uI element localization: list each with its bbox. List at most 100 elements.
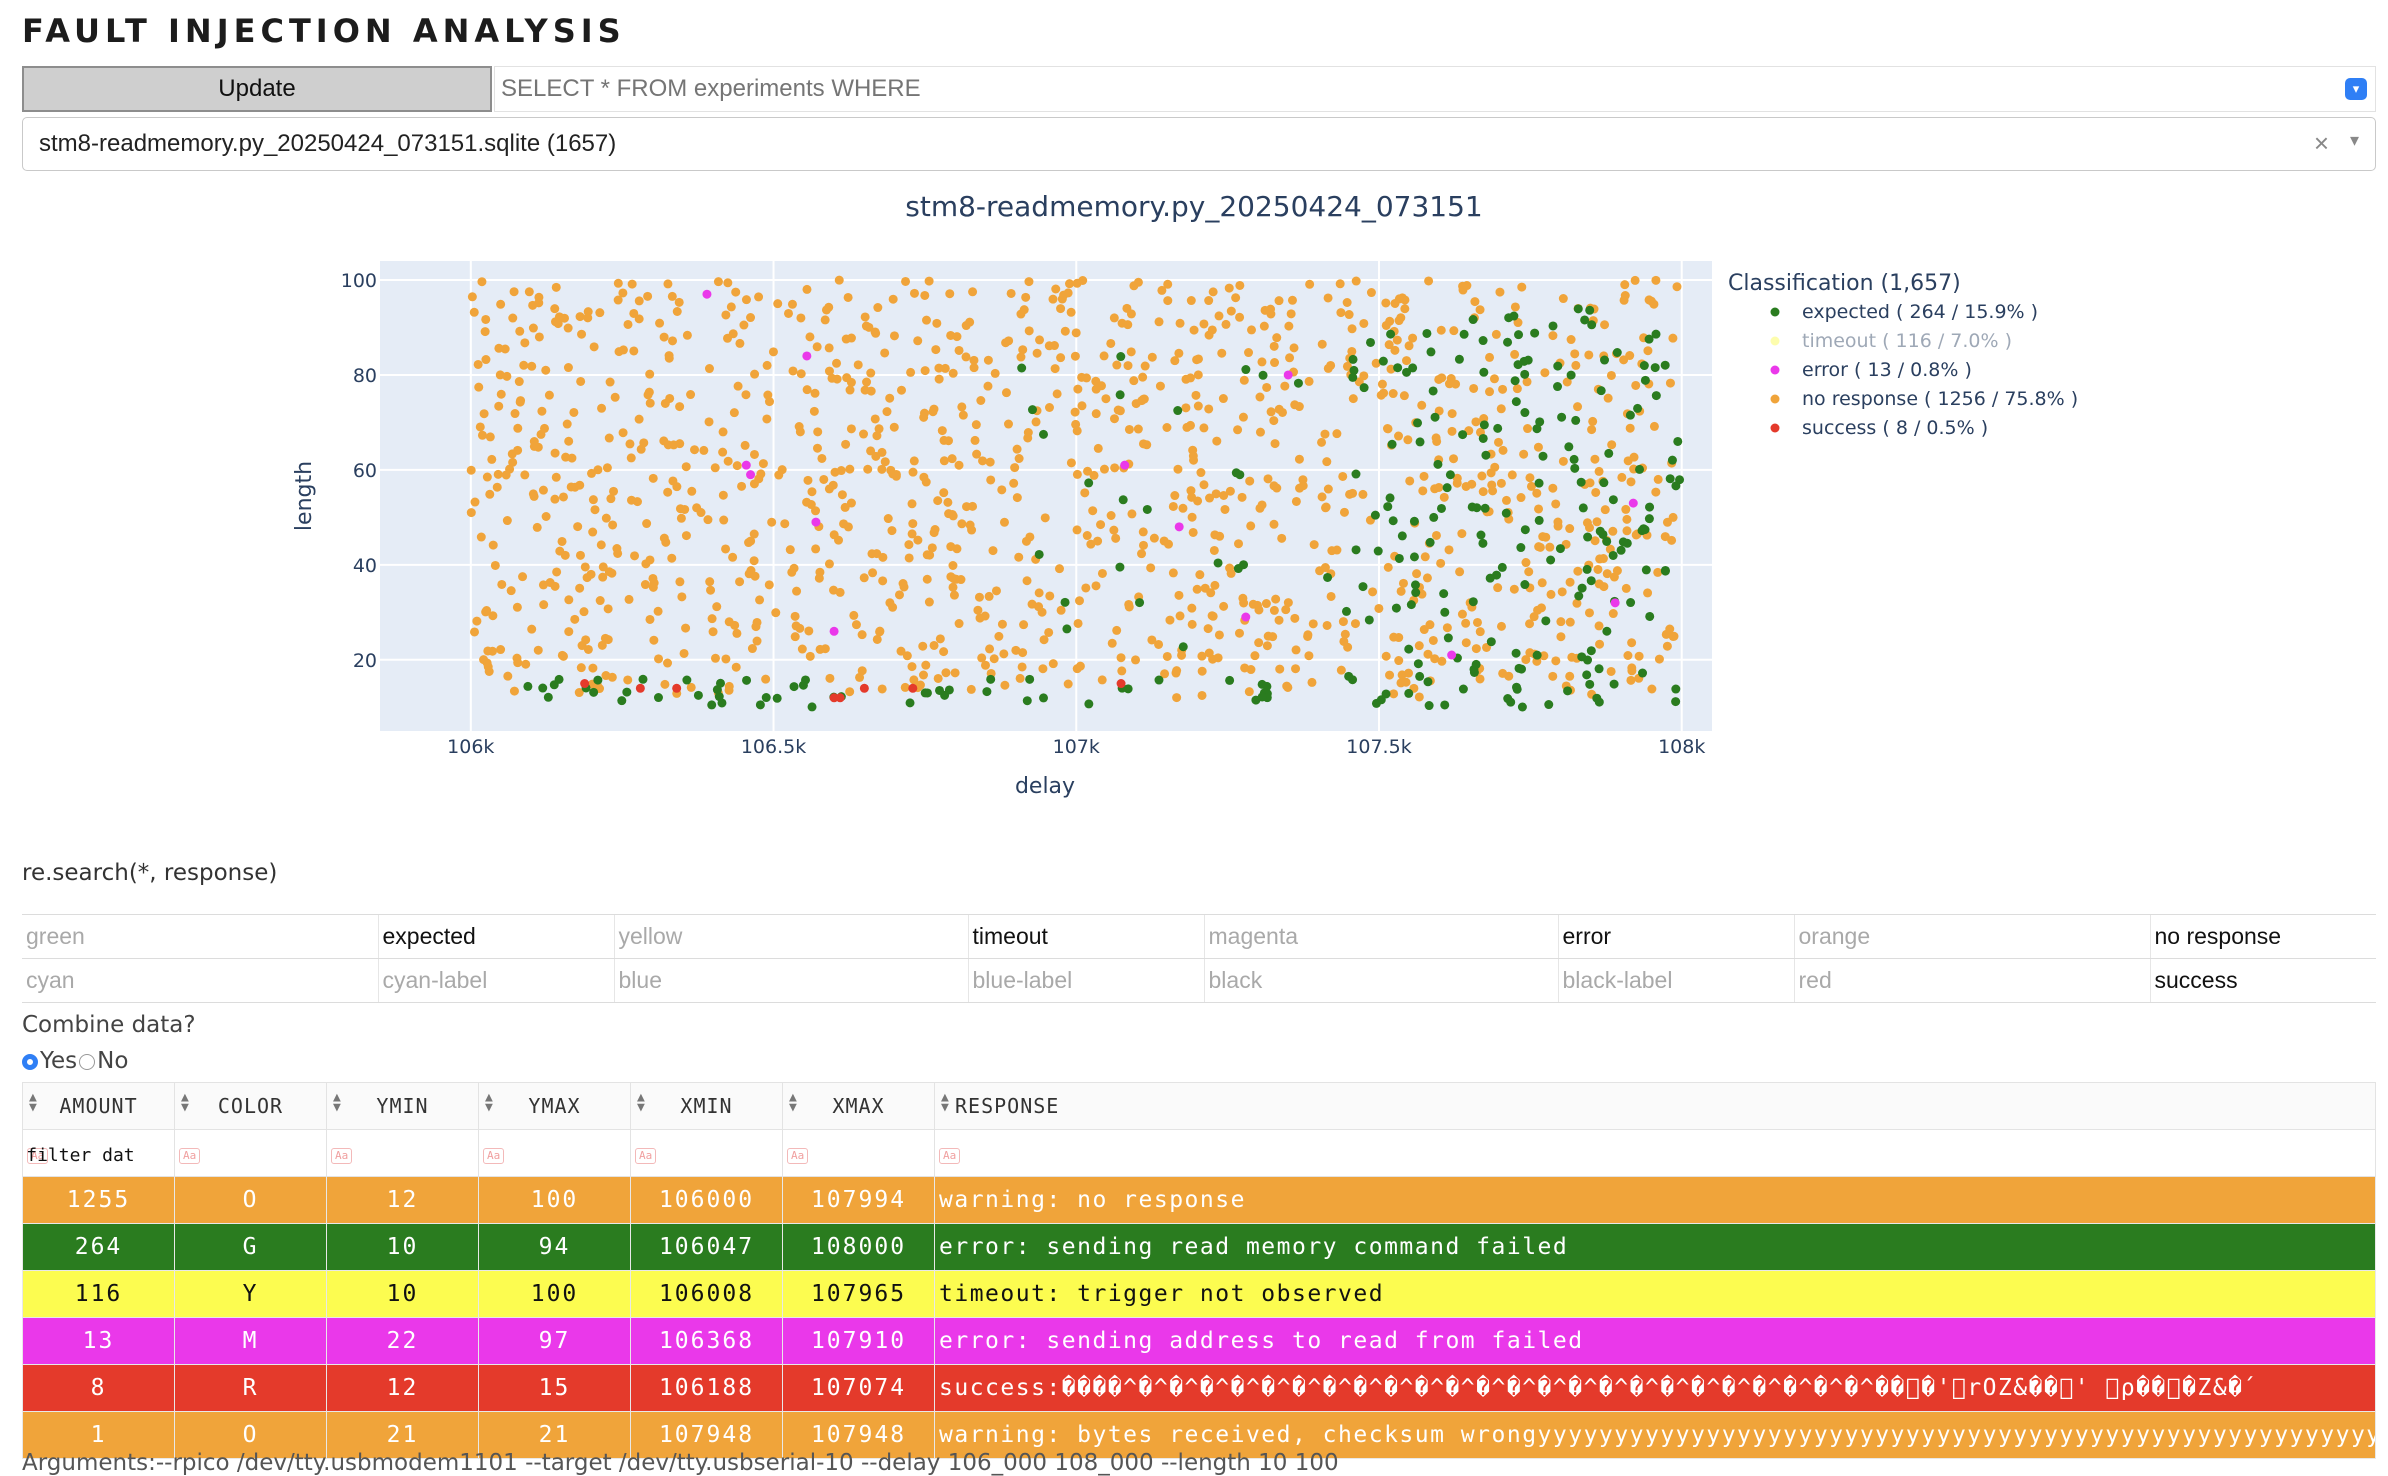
- expected-point[interactable]: [1116, 352, 1126, 362]
- expected-point[interactable]: [1439, 589, 1449, 599]
- no-response-point[interactable]: [1246, 325, 1256, 335]
- no-response-point[interactable]: [1244, 348, 1254, 358]
- expected-point[interactable]: [982, 687, 992, 697]
- no-response-point[interactable]: [933, 496, 943, 506]
- expected-point[interactable]: [1135, 598, 1145, 608]
- no-response-point[interactable]: [1160, 669, 1170, 679]
- no-response-point[interactable]: [1290, 613, 1300, 623]
- legend-item[interactable]: timeout ( 116 / 7.0% ): [1802, 330, 2012, 352]
- no-response-point[interactable]: [1587, 425, 1597, 435]
- no-response-point[interactable]: [597, 403, 607, 413]
- no-response-point[interactable]: [924, 597, 934, 607]
- no-response-point[interactable]: [1234, 628, 1244, 638]
- expected-point[interactable]: [622, 687, 632, 697]
- expected-point[interactable]: [1017, 363, 1027, 373]
- expected-point[interactable]: [1616, 545, 1626, 555]
- expected-point[interactable]: [1534, 515, 1544, 525]
- no-response-point[interactable]: [1291, 664, 1301, 674]
- no-response-point[interactable]: [929, 404, 939, 414]
- no-response-point[interactable]: [513, 423, 523, 433]
- no-response-point[interactable]: [988, 546, 998, 556]
- no-response-point[interactable]: [961, 352, 971, 362]
- no-response-point[interactable]: [519, 360, 529, 370]
- no-response-point[interactable]: [1212, 436, 1222, 446]
- no-response-point[interactable]: [1565, 524, 1575, 534]
- expected-point[interactable]: [944, 685, 954, 695]
- expected-point[interactable]: [1640, 375, 1650, 385]
- no-response-point[interactable]: [832, 358, 842, 368]
- no-response-point[interactable]: [1551, 499, 1561, 509]
- no-response-point[interactable]: [1403, 435, 1413, 445]
- no-response-point[interactable]: [668, 476, 678, 486]
- no-response-point[interactable]: [947, 454, 957, 464]
- expected-point[interactable]: [1635, 464, 1645, 474]
- expected-point[interactable]: [1608, 495, 1618, 505]
- no-response-point[interactable]: [1469, 383, 1479, 393]
- no-response-point[interactable]: [1044, 341, 1054, 351]
- no-response-point[interactable]: [509, 287, 519, 297]
- expected-point[interactable]: [1387, 439, 1397, 449]
- error-point[interactable]: [1628, 498, 1638, 508]
- expected-point[interactable]: [1366, 337, 1376, 347]
- no-response-point[interactable]: [908, 519, 918, 529]
- expected-point[interactable]: [1563, 686, 1573, 696]
- no-response-point[interactable]: [590, 505, 600, 515]
- no-response-point[interactable]: [1475, 627, 1485, 637]
- expected-point[interactable]: [1154, 675, 1164, 685]
- no-response-point[interactable]: [809, 406, 819, 416]
- expected-point[interactable]: [1025, 674, 1035, 684]
- no-response-point[interactable]: [764, 397, 774, 407]
- no-response-point[interactable]: [927, 543, 937, 553]
- expected-point[interactable]: [1497, 562, 1507, 572]
- sort-icon[interactable]: ▲ ▼: [485, 1090, 494, 1115]
- color-name-input[interactable]: cyan: [22, 958, 378, 1003]
- no-response-point[interactable]: [1381, 298, 1391, 308]
- no-response-point[interactable]: [868, 568, 878, 578]
- no-response-point[interactable]: [1233, 425, 1243, 435]
- no-response-point[interactable]: [1359, 318, 1369, 328]
- expected-point[interactable]: [1633, 403, 1643, 413]
- case-toggle-icon[interactable]: Aa: [635, 1147, 657, 1164]
- no-response-point[interactable]: [496, 389, 506, 399]
- sort-icon[interactable]: ▲ ▼: [941, 1090, 950, 1115]
- no-response-point[interactable]: [721, 310, 731, 320]
- no-response-point[interactable]: [1644, 295, 1654, 305]
- no-response-point[interactable]: [477, 277, 487, 287]
- no-response-point[interactable]: [1485, 352, 1495, 362]
- no-response-point[interactable]: [1339, 636, 1349, 646]
- no-response-point[interactable]: [1668, 333, 1678, 343]
- no-response-point[interactable]: [1662, 641, 1672, 651]
- no-response-point[interactable]: [1175, 318, 1185, 328]
- no-response-point[interactable]: [1291, 645, 1301, 655]
- no-response-point[interactable]: [1018, 345, 1028, 355]
- no-response-point[interactable]: [1592, 517, 1602, 527]
- no-response-point[interactable]: [880, 348, 890, 358]
- no-response-point[interactable]: [1109, 525, 1119, 535]
- no-response-point[interactable]: [758, 459, 768, 469]
- expected-point[interactable]: [1532, 650, 1542, 660]
- no-response-point[interactable]: [1457, 609, 1467, 619]
- no-response-point[interactable]: [1332, 429, 1342, 439]
- no-response-point[interactable]: [1593, 564, 1603, 574]
- no-response-point[interactable]: [1123, 361, 1133, 371]
- no-response-point[interactable]: [1270, 439, 1280, 449]
- column-filter-amount[interactable]: Aafilter dat: [22, 1129, 175, 1177]
- no-response-point[interactable]: [732, 461, 742, 471]
- no-response-point[interactable]: [741, 295, 751, 305]
- no-response-point[interactable]: [1195, 570, 1205, 580]
- no-response-point[interactable]: [866, 446, 876, 456]
- no-response-point[interactable]: [1174, 590, 1184, 600]
- no-response-point[interactable]: [1034, 602, 1044, 612]
- no-response-point[interactable]: [999, 649, 1009, 659]
- no-response-point[interactable]: [749, 556, 759, 566]
- expected-point[interactable]: [1586, 576, 1596, 586]
- no-response-point[interactable]: [494, 343, 504, 353]
- no-response-point[interactable]: [1496, 478, 1506, 488]
- no-response-point[interactable]: [618, 345, 628, 355]
- no-response-point[interactable]: [739, 320, 749, 330]
- no-response-point[interactable]: [627, 279, 637, 289]
- no-response-point[interactable]: [749, 449, 759, 459]
- no-response-point[interactable]: [834, 535, 844, 545]
- no-response-point[interactable]: [997, 619, 1007, 629]
- expected-point[interactable]: [693, 690, 703, 700]
